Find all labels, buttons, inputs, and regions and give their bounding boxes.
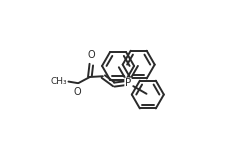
Text: O: O: [74, 87, 81, 97]
Text: O: O: [88, 50, 95, 60]
Text: P: P: [125, 78, 131, 88]
Text: CH₃: CH₃: [50, 77, 67, 86]
